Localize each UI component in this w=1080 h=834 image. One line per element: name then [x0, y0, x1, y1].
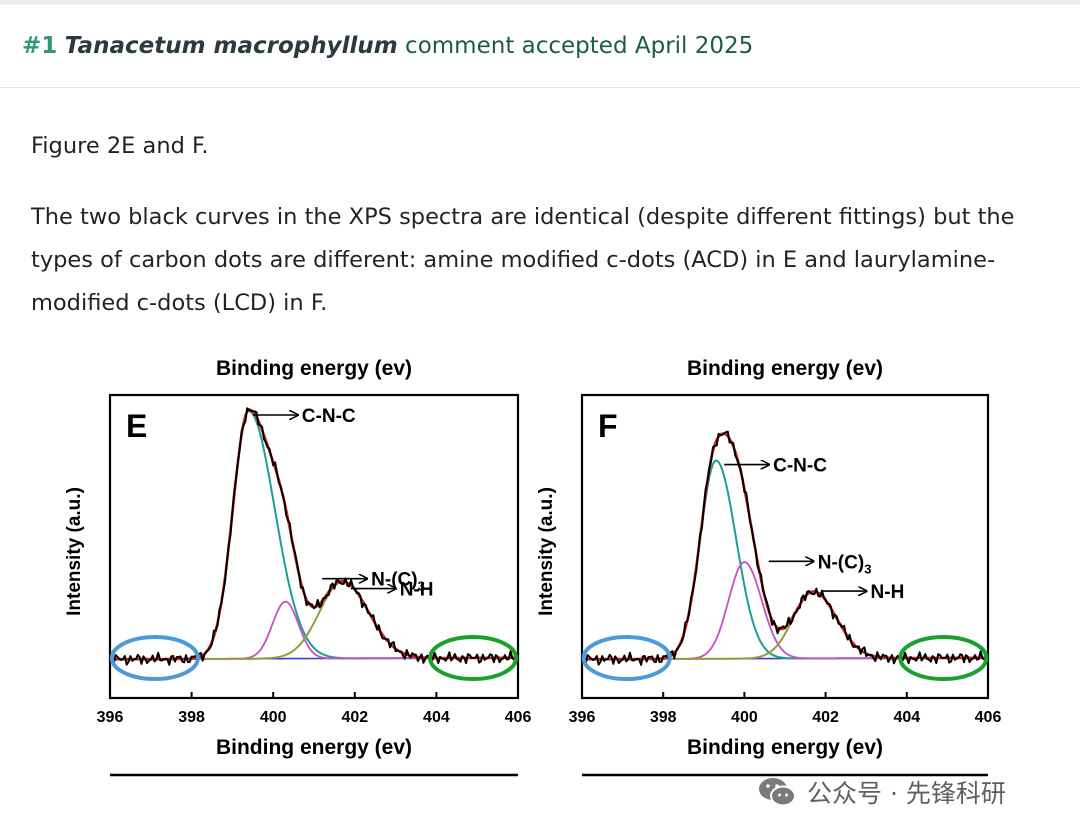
xps-panel-f: Binding energy (ev) F Intensity (a.u.) 396 3…: [536, 357, 1002, 777]
annotation-label: N-H: [871, 582, 905, 603]
annotation-label: N-H: [400, 580, 434, 601]
series-cnc: [582, 459, 988, 661]
annotation-label: C-N-C: [302, 406, 356, 427]
plot-frame: [580, 393, 990, 700]
highlight-circle-left: [581, 635, 672, 682]
y-axis-label: Intensity (a.u.): [536, 487, 557, 616]
comment-header: #1 Tanacetum macrophyllum comment accept…: [0, 5, 1080, 88]
comment-number: #1: [22, 33, 58, 59]
x-tick-label: 404: [893, 709, 920, 726]
highlight-circle-right: [898, 635, 989, 682]
plot-frame: [108, 393, 520, 700]
x-tick-label: 406: [975, 709, 1002, 726]
highlight-circle-left: [109, 635, 200, 682]
x-axis-label: Binding energy (ev): [687, 736, 883, 759]
series-nh: [582, 590, 988, 661]
top-axis-title: Binding energy (ev): [687, 357, 883, 380]
species-name[interactable]: Tanacetum macrophyllum: [64, 33, 398, 59]
x-tick-label: 398: [650, 709, 677, 726]
panel-label: F: [598, 408, 618, 444]
x-tick-label: 400: [260, 709, 287, 726]
series-nc3: [582, 561, 988, 661]
y-axis-label: Intensity (a.u.): [64, 487, 85, 616]
comment-line-1: The two black curves in the XPS spectra …: [31, 204, 1015, 230]
annotation-subscript: 3: [418, 579, 425, 594]
x-tick-label: 396: [97, 709, 124, 726]
annotation-label: N-(C)3: [818, 552, 872, 576]
series-raw: [109, 407, 519, 666]
top-axis-title: Binding energy (ev): [216, 357, 412, 380]
x-tick-label: 402: [341, 709, 368, 726]
watermark: 公众号 · 先锋科研: [757, 775, 1006, 809]
comment-line-3: modified c-dots (LCD) in F.: [31, 290, 328, 316]
panel-label: E: [126, 408, 147, 444]
annotation-label: N-(C)3: [371, 570, 425, 594]
annotation-label: C-N-C: [773, 456, 827, 477]
xps-figure: Binding energy (ev) E Intensity (a.u.) 396 3…: [64, 357, 1002, 777]
x-axis-label: Binding energy (ev): [216, 736, 412, 759]
comment-line-2: types of carbon dots are different: amin…: [31, 247, 996, 273]
annotation-subscript: 3: [864, 561, 871, 576]
comment-status: comment accepted April 2025: [397, 33, 754, 59]
wechat-icon: [759, 778, 796, 807]
x-tick-label: 400: [731, 709, 758, 726]
highlight-circle-right: [428, 635, 519, 682]
xps-panel-e: Binding energy (ev) E Intensity (a.u.) 396 3…: [64, 357, 532, 777]
series-raw: [581, 430, 989, 666]
x-tick-label: 406: [505, 709, 532, 726]
figure-reference: Figure 2E and F.: [31, 133, 209, 159]
watermark-text: 公众号 · 先锋科研: [807, 779, 1006, 808]
comment-title: #1 Tanacetum macrophyllum comment accept…: [22, 33, 753, 59]
top-accent-bar: [0, 0, 1080, 5]
x-tick-label: 398: [178, 709, 205, 726]
x-tick-label: 402: [812, 709, 839, 726]
x-tick-label: 404: [423, 709, 450, 726]
series-nc3: [110, 600, 518, 661]
x-tick-label: 396: [569, 709, 596, 726]
